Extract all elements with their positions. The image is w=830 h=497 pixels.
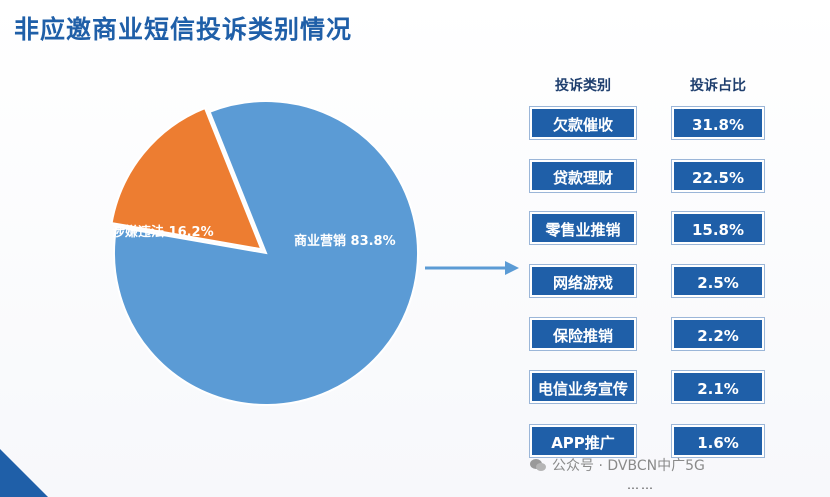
arrow-icon <box>425 261 519 275</box>
table-cell-category: 网络游戏 <box>530 265 636 297</box>
watermark-text: 公众号 · DVBCN中广5G <box>552 458 705 474</box>
table-cell-share: 31.8% <box>672 107 764 139</box>
table-cell-share: 2.1% <box>672 371 764 403</box>
wechat-icon <box>530 459 546 471</box>
pie-slice-marketing <box>113 100 419 406</box>
table-cell-category: 电信业务宣传 <box>530 371 636 403</box>
table-cell-share: 15.8% <box>672 212 764 244</box>
corner-decoration <box>0 449 48 497</box>
table-cell-category: APP推广 <box>530 425 636 457</box>
column-header-category: 投诉类别 <box>555 78 611 94</box>
column-header-share: 投诉占比 <box>690 78 746 94</box>
table-cell-category: 保险推销 <box>530 318 636 350</box>
slide-title: 非应邀商业短信投诉类别情况 <box>14 15 353 44</box>
pie-slice-illegal <box>110 106 263 251</box>
table-cell-category: 欠款催收 <box>530 107 636 139</box>
watermark: 公众号 · DVBCN中广5G <box>530 455 705 475</box>
table-cell-share: 1.6% <box>672 425 764 457</box>
table-cell-share: 2.5% <box>672 265 764 297</box>
pie-label-illegal: 涉嫌违法 16.2% <box>112 225 214 240</box>
table-cell-share: 2.2% <box>672 318 764 350</box>
table-cell-share: 22.5% <box>672 160 764 192</box>
more-indicator: …… <box>627 478 655 492</box>
table-cell-category: 贷款理财 <box>530 160 636 192</box>
pie-label-marketing: 商业营销 83.8% <box>294 234 396 249</box>
table-cell-category: 零售业推销 <box>530 212 636 244</box>
